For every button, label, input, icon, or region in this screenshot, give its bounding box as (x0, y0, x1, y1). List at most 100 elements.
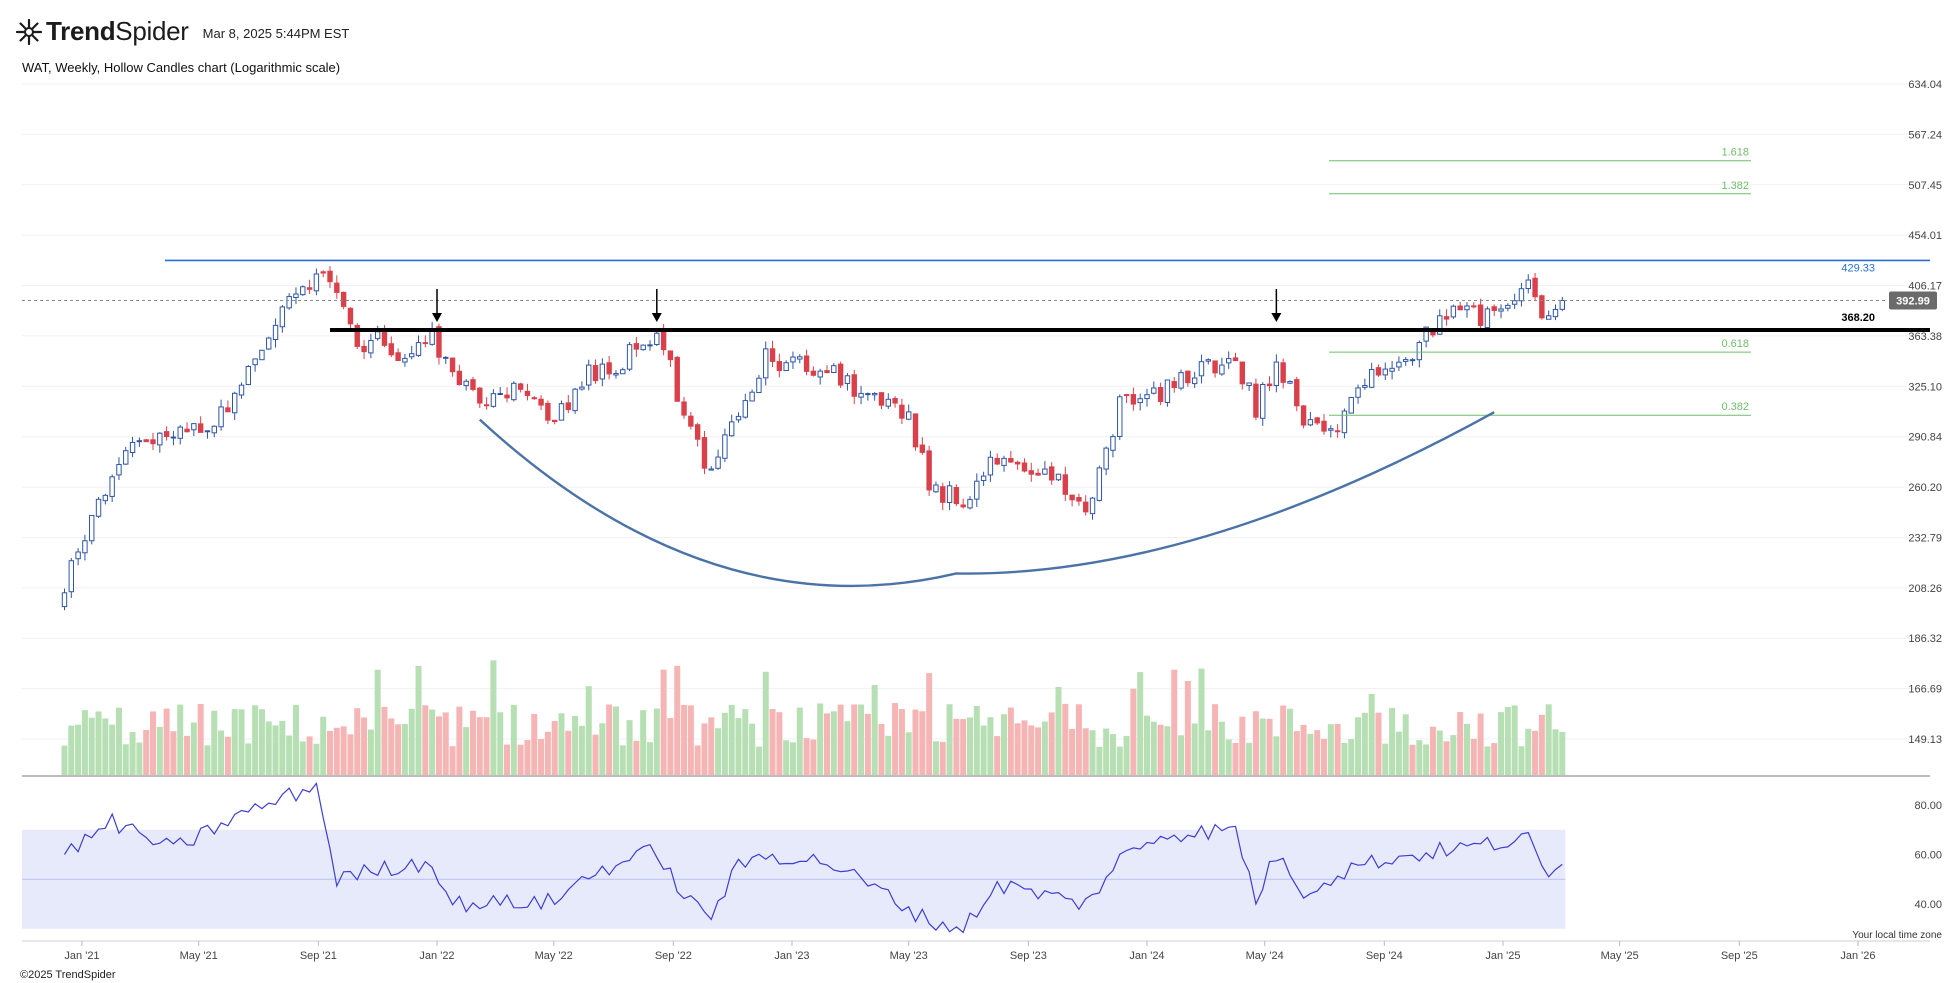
candle-body[interactable] (654, 332, 660, 346)
candle-body[interactable] (1117, 396, 1123, 437)
candle-body[interactable] (674, 356, 680, 402)
candle-body[interactable] (1341, 410, 1348, 434)
candle-body[interactable] (824, 370, 830, 374)
candle-body[interactable] (715, 456, 721, 469)
candle-body[interactable] (790, 356, 796, 363)
candle-body[interactable] (912, 413, 919, 448)
candle-body[interactable] (837, 363, 844, 386)
candle-body[interactable] (1450, 305, 1457, 318)
candle-body[interactable] (940, 486, 946, 503)
candle-body[interactable] (1055, 473, 1062, 481)
candle-body[interactable] (1355, 387, 1361, 398)
candle-body[interactable] (769, 348, 776, 362)
candle-body[interactable] (1076, 497, 1082, 502)
candle-body[interactable] (633, 343, 640, 350)
candle-body[interactable] (402, 357, 408, 363)
candle-body[interactable] (1212, 360, 1218, 374)
candle-body[interactable] (742, 400, 749, 418)
candle-body[interactable] (844, 375, 851, 384)
candle-body[interactable] (483, 404, 490, 407)
candle-body[interactable] (967, 498, 973, 509)
candle-body[interactable] (1471, 305, 1477, 308)
candle-body[interactable] (89, 514, 95, 542)
candle-body[interactable] (293, 293, 299, 299)
candle-body[interactable] (1552, 308, 1559, 318)
candle-body[interactable] (1314, 417, 1320, 424)
candle-body[interactable] (865, 393, 871, 396)
candle-body[interactable] (68, 560, 75, 593)
candle-body[interactable] (422, 342, 429, 345)
candle-body[interactable] (1368, 368, 1375, 388)
candle-body[interactable] (517, 383, 524, 390)
candle-body[interactable] (374, 331, 381, 340)
candle-body[interactable] (102, 494, 109, 502)
candle-body[interactable] (266, 337, 272, 350)
candle-body[interactable] (906, 411, 912, 420)
candle-body[interactable] (197, 423, 204, 433)
candle-body[interactable] (946, 485, 953, 504)
candle-body[interactable] (1280, 362, 1286, 383)
candle-body[interactable] (143, 439, 149, 443)
candle-body[interactable] (1062, 474, 1069, 495)
candle-body[interactable] (1178, 372, 1184, 389)
candle-body[interactable] (327, 270, 333, 283)
candle-body[interactable] (660, 330, 667, 351)
candle-body[interactable] (436, 326, 442, 358)
candle-body[interactable] (252, 358, 258, 366)
candle-body[interactable] (470, 379, 476, 390)
candle-body[interactable] (272, 324, 279, 341)
candle-body[interactable] (1328, 428, 1334, 431)
candle-body[interactable] (980, 475, 987, 482)
candle-body[interactable] (1505, 304, 1511, 309)
candle-body[interactable] (211, 425, 217, 434)
candle-body[interactable] (1545, 315, 1552, 320)
candle-body[interactable] (933, 484, 939, 493)
candle-body[interactable] (1001, 457, 1007, 466)
candle-body[interactable] (1266, 383, 1273, 387)
candle-body[interactable] (116, 463, 122, 476)
candle-body[interactable] (620, 369, 626, 375)
candle-body[interactable] (763, 348, 769, 379)
candle-body[interactable] (1300, 405, 1307, 426)
candle-body[interactable] (361, 345, 367, 353)
candle-body[interactable] (871, 392, 878, 396)
candle-body[interactable] (1048, 466, 1055, 481)
candle-body[interactable] (1021, 462, 1028, 472)
candle-body[interactable] (606, 362, 612, 375)
candle-body[interactable] (1477, 304, 1484, 326)
candle-body[interactable] (817, 370, 823, 378)
candle-body[interactable] (1437, 315, 1443, 335)
candle-body[interactable] (150, 439, 156, 445)
candle-body[interactable] (545, 402, 551, 421)
candle-body[interactable] (504, 394, 510, 399)
candle-body[interactable] (157, 432, 163, 446)
candle-body[interactable] (1464, 305, 1470, 311)
candle-body[interactable] (1144, 394, 1150, 400)
candle-body[interactable] (1362, 385, 1368, 388)
candle-body[interactable] (463, 380, 469, 387)
candle-body[interactable] (688, 415, 694, 427)
candle-body[interactable] (1232, 357, 1239, 362)
candle-body[interactable] (409, 353, 415, 358)
candle-body[interactable] (1403, 359, 1409, 362)
candle-body[interactable] (1457, 305, 1463, 311)
candle-body[interactable] (1260, 383, 1266, 419)
candle-body[interactable] (368, 339, 374, 354)
candle-body[interactable] (1484, 308, 1491, 329)
candle-body[interactable] (218, 406, 224, 428)
candle-body[interactable] (1130, 394, 1137, 405)
candle-body[interactable] (1008, 458, 1014, 463)
candle-body[interactable] (477, 387, 483, 404)
candle-body[interactable] (1246, 382, 1252, 386)
candle-body[interactable] (1103, 447, 1109, 470)
candle-body[interactable] (1532, 277, 1538, 298)
candle-body[interactable] (885, 398, 891, 407)
candle-body[interactable] (892, 398, 898, 404)
candle-body[interactable] (558, 403, 565, 421)
candle-body[interactable] (987, 456, 994, 476)
candle-body[interactable] (810, 370, 817, 376)
candle-body[interactable] (225, 407, 231, 413)
candle-body[interactable] (1164, 379, 1171, 404)
candle-body[interactable] (1294, 379, 1300, 407)
candle-body[interactable] (1518, 288, 1525, 302)
